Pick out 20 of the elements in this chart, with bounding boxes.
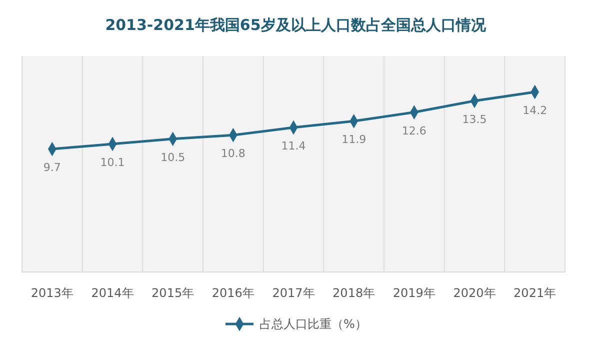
data-label: 9.7 bbox=[43, 161, 61, 174]
data-label: 14.2 bbox=[522, 104, 548, 117]
x-tick-label: 2021年 bbox=[514, 286, 556, 300]
data-label: 10.1 bbox=[100, 156, 125, 169]
x-tick-label: 2013年 bbox=[30, 286, 74, 300]
x-tick-label: 2017年 bbox=[272, 286, 315, 300]
data-label: 12.6 bbox=[402, 124, 426, 138]
data-label: 10.5 bbox=[160, 150, 186, 164]
legend-label: 占总人口比重（%） bbox=[260, 317, 367, 331]
x-tick-label: 2016年 bbox=[212, 286, 254, 300]
x-tick-label: 2015年 bbox=[152, 286, 194, 300]
x-tick-label: 2018年 bbox=[332, 286, 376, 300]
chart-title: 2013-2021年我国65岁及以上人口数占全国总人口情况 bbox=[105, 16, 487, 34]
x-tick-label: 2014年 bbox=[91, 286, 134, 300]
data-label: 11.4 bbox=[281, 139, 306, 152]
data-label: 10.8 bbox=[220, 147, 246, 160]
x-tick-label: 2019年 bbox=[392, 286, 436, 300]
data-label: 13.5 bbox=[462, 112, 487, 126]
x-tick-label: 2020年 bbox=[453, 286, 496, 300]
data-label: 11.9 bbox=[342, 133, 366, 146]
